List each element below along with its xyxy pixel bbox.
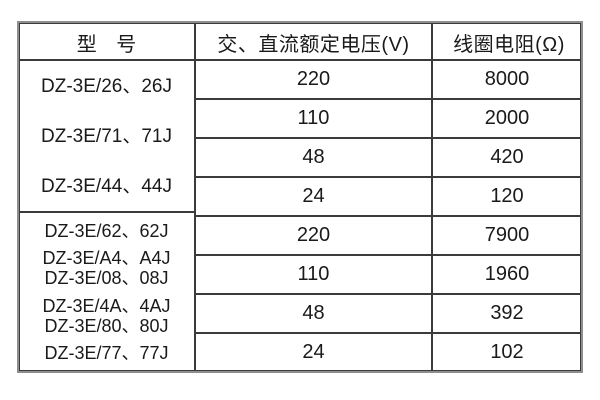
model-label-pair: DZ-3E/A4、A4J DZ-3E/08、08J — [42, 249, 170, 287]
model-label: DZ-3E/80、80J — [44, 315, 169, 336]
resistance-cell: 2000 — [433, 100, 581, 139]
voltage-cell: 220 — [196, 61, 431, 100]
resistance-cell: 1960 — [433, 256, 581, 295]
model-label: DZ-3E/77、77J — [44, 342, 169, 363]
model-label: DZ-3E/26、26J — [41, 75, 172, 97]
relay-specification-table: 型 号 交、直流额定电压(V) 线圈电阻(Ω) DZ-3E/26、26J DZ-… — [17, 21, 583, 373]
voltage-cell: 110 — [196, 100, 431, 139]
resistance-column: 8000 2000 420 120 7900 1960 392 102 — [431, 23, 581, 371]
model-label: DZ-3E/71、71J — [41, 125, 172, 147]
model-label-pair: DZ-3E/4A、4AJ DZ-3E/80、80J — [42, 297, 170, 335]
voltage-cell: 48 — [196, 295, 431, 334]
column-header-model: 型 号 — [19, 23, 194, 61]
column-header-resistance: 线圈电阻(Ω) — [433, 23, 585, 61]
column-header-resistance-label: 线圈电阻(Ω) — [453, 33, 565, 56]
voltage-cell: 48 — [196, 139, 431, 178]
voltage-cell: 110 — [196, 256, 431, 295]
resistance-value-stack: 8000 2000 420 120 7900 1960 392 102 — [433, 61, 581, 371]
voltage-cell: 24 — [196, 178, 431, 217]
resistance-cell: 420 — [433, 139, 581, 178]
voltage-cell: 24 — [302, 341, 325, 363]
column-header-voltage-label: 交、直流额定电压(V) — [217, 33, 410, 56]
model-label: DZ-3E/4A、4AJ — [42, 295, 171, 316]
resistance-cell: 8000 — [433, 61, 581, 100]
model-column: DZ-3E/26、26J DZ-3E/71、71J DZ-3E/44、44J D… — [19, 23, 194, 371]
voltage-column: 220 110 48 24 220 110 48 24 — [194, 23, 431, 371]
model-group-lower: DZ-3E/62、62J DZ-3E/A4、A4J DZ-3E/08、08J D… — [19, 213, 194, 371]
model-label: DZ-3E/A4、A4J — [42, 248, 171, 269]
voltage-value-stack: 220 110 48 24 220 110 48 24 — [196, 61, 431, 371]
model-label: DZ-3E/08、08J — [44, 268, 169, 289]
model-label: DZ-3E/62、62J — [44, 221, 169, 242]
model-group-upper: DZ-3E/26、26J DZ-3E/71、71J DZ-3E/44、44J — [19, 61, 194, 213]
column-header-voltage: 交、直流额定电压(V) — [196, 23, 431, 61]
table-header-row: 型 号 交、直流额定电压(V) 线圈电阻(Ω) — [19, 23, 581, 61]
model-label: DZ-3E/44、44J — [41, 175, 172, 197]
resistance-cell: 392 — [433, 295, 581, 334]
resistance-cell: 7900 — [433, 217, 581, 256]
voltage-cell: 220 — [196, 217, 431, 256]
resistance-cell: 102 — [490, 341, 524, 363]
column-header-model-label: 型 号 — [76, 33, 144, 56]
resistance-cell: 120 — [433, 178, 581, 217]
